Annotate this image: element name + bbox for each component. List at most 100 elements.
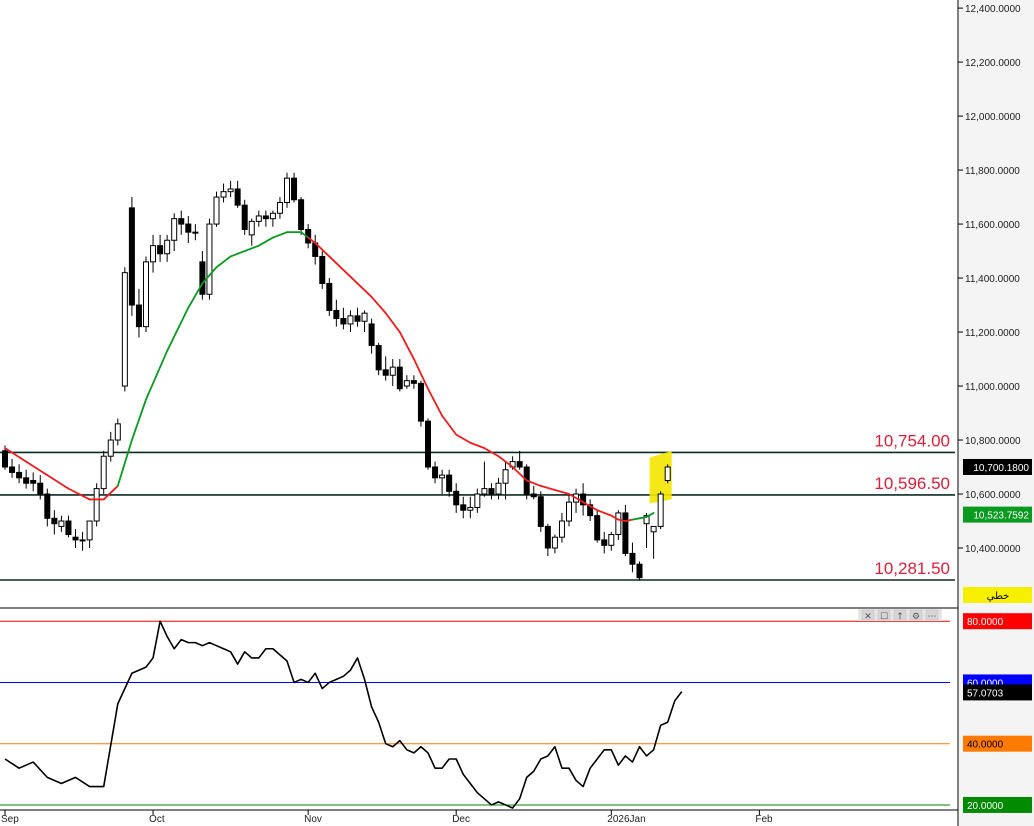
moving-average-segment [554, 489, 570, 495]
candle-body-up [276, 201, 283, 214]
candle-body-down [530, 493, 537, 498]
y-tick-label: 11,800.0000 [965, 166, 1020, 177]
candle-body-down [425, 420, 431, 468]
last-price-tag-text: 10,700.1800 [973, 463, 1029, 474]
candle [537, 491, 544, 532]
candle [241, 199, 248, 235]
oscillator-level-tag-box [963, 796, 1032, 813]
candle [171, 213, 178, 252]
candle-body-down [516, 461, 523, 468]
moving-average-segment [314, 242, 331, 258]
candle [135, 288, 142, 338]
candle [389, 359, 396, 387]
more-icon-button[interactable] [925, 609, 939, 621]
candle [587, 499, 594, 522]
candle [396, 359, 403, 392]
move-up-icon-button[interactable] [893, 609, 907, 621]
candle-body-down [51, 517, 58, 525]
move-up-icon[interactable]: ↑ [896, 612, 904, 622]
level-label: 10,754.00 [874, 431, 950, 450]
candle [86, 520, 93, 549]
candle [312, 234, 319, 265]
maximize-icon[interactable]: ☐ [880, 612, 888, 622]
candle [65, 515, 72, 538]
y-tick-label: 12,000.0000 [965, 112, 1021, 123]
candle-body-up [389, 366, 396, 376]
candle-body-down [580, 493, 587, 506]
candle-body-up [558, 520, 565, 538]
candle [460, 496, 467, 519]
y-tick-label: 10,600.0000 [965, 490, 1021, 501]
candle [248, 218, 255, 246]
candle [79, 531, 86, 551]
moving-average-segment [201, 266, 218, 285]
candle-body-up [220, 191, 227, 198]
moving-average-segment [469, 441, 486, 450]
candle [530, 485, 537, 500]
maximize-icon-button[interactable] [877, 609, 891, 621]
candle [516, 450, 523, 470]
last-price-tag: 10,700.1800 [963, 458, 1032, 475]
candle-body-up [248, 220, 255, 236]
moving-average-segment [631, 517, 641, 521]
candle [234, 180, 241, 208]
candle-body-up [100, 455, 107, 490]
candle-body-up [58, 520, 65, 527]
candle [121, 267, 128, 392]
candle [558, 512, 565, 543]
candle [276, 197, 283, 219]
oscillator-level-tag-box [963, 613, 1032, 630]
candle-body-down [9, 466, 16, 473]
candle [58, 515, 65, 532]
candle-body-up [657, 493, 664, 527]
candle-body-up [643, 515, 650, 525]
candle [340, 307, 347, 330]
candle-body-up [143, 261, 149, 328]
candle-body-up [114, 423, 121, 441]
moving-average-segment [645, 512, 655, 518]
candle-body-down [629, 552, 636, 565]
moving-average-segment [539, 485, 556, 491]
candle [143, 256, 149, 333]
y-tick-label: 11,400.0000 [965, 274, 1020, 285]
candle [326, 278, 333, 316]
candle-body-down [544, 525, 551, 549]
candle-body-down [375, 345, 382, 371]
panel-toolbar[interactable]: ✕ ☐ ↑ ⚙ ⋯ [858, 609, 942, 622]
candle [382, 356, 389, 381]
moving-average-tag-box [963, 506, 1032, 523]
candle [664, 464, 671, 484]
oscillator-level-tag: 20.0000 [963, 796, 1032, 813]
line-style-tag-box [963, 587, 1032, 603]
candle-body-down [291, 177, 298, 201]
candle-body-down [178, 218, 185, 225]
candle [185, 215, 192, 243]
candle [453, 483, 460, 513]
candle [629, 542, 636, 573]
moving-average-segment [229, 250, 246, 258]
oscillator-line [4, 620, 683, 809]
moving-average-segment [102, 485, 119, 501]
candle [622, 504, 629, 557]
x-tick-label: Feb [755, 814, 773, 825]
candle [403, 375, 410, 389]
candle-body-up [227, 188, 234, 193]
line-style-tag-text: خطي [987, 591, 1010, 602]
moving-average-segment [624, 518, 634, 522]
candle-body-up [269, 212, 276, 220]
x-tick-label: 2026Jan [607, 814, 645, 825]
moving-average-segment [455, 433, 472, 444]
moving-average-segment [356, 282, 373, 298]
settings-icon-button[interactable] [909, 609, 923, 621]
x-tick-label: Sep [1, 814, 19, 825]
candle [9, 458, 16, 478]
candle-body-down [410, 380, 417, 384]
settings-icon[interactable]: ⚙ [912, 612, 920, 622]
candle [107, 431, 114, 462]
moving-average-segment [257, 236, 274, 247]
line-style-tag: خطي [963, 587, 1032, 603]
close-icon-button[interactable] [861, 609, 875, 621]
more-icon[interactable]: ⋯ [928, 612, 937, 622]
close-icon[interactable]: ✕ [864, 612, 872, 622]
candle-body-down [185, 223, 192, 233]
